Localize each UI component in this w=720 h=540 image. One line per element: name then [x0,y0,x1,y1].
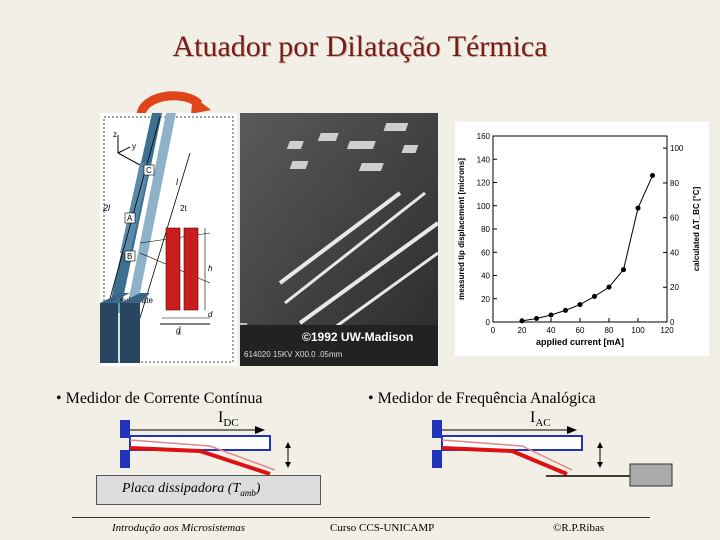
heat-sink-label: Placa dissipadora (Tamb) [122,481,260,498]
sem-beams [278,191,438,340]
heat-sink-box [96,475,321,505]
y-tick-label: 20 [481,295,490,304]
x-tick-label: 100 [631,326,645,335]
displacement-chart: 0 20 40 60 80 100 120 0 20 40 60 80 100 120 140 160 0 20 4… [455,122,709,356]
label-l: l [176,177,179,187]
x-tick-label: 20 [518,326,527,335]
y-tick-label: 100 [477,202,491,211]
idc-sub: DC [223,417,239,430]
anchor-bottom [120,450,130,468]
data-point [592,293,597,299]
x-tick-label: 40 [547,326,556,335]
iac-sub: AC [535,417,551,430]
label-iac: IAC [530,409,551,429]
heat-sink-sub: amb [240,487,256,498]
ac-schematic [432,420,673,487]
label-a: A [127,214,133,223]
label-2t: 2t [180,204,187,213]
y-tick-label: 0 [486,318,491,327]
y2-tick-label: 60 [670,214,679,223]
label-b: B [127,252,132,261]
footer-divider [72,517,650,518]
heat-sink-close: ) [255,481,261,496]
y2-tick-label: 80 [670,179,679,188]
footer-course: Introdução aos Microsistemas [112,522,246,534]
axes-icon [117,135,141,166]
data-point [534,316,539,322]
anchor-top [432,420,442,438]
actuator-diagram: z y x C 2l l A B 2t substrate h d g [100,113,237,366]
bullet-ac: • Medidor de Frequência Analógica [368,390,596,407]
y-tick-label: 60 [481,248,490,257]
y2-tick-label: 0 [670,318,675,327]
y-axis-label: measured tip displacement [microns] [457,158,466,300]
cross-section-left [165,227,181,311]
beam-cold [126,113,176,313]
hot-arm [441,446,568,476]
cross-section-right [183,227,199,311]
label-z: z [113,130,117,139]
meter-block [629,463,673,487]
slide-title: Atuador por Dilatação Térmica [172,30,548,63]
x-axis-label: applied current [mA] [536,337,624,347]
data-point [519,318,525,324]
sem-pads [286,123,419,171]
label-g: g [176,326,181,335]
data-point [606,284,612,290]
x-tick-label: 120 [660,326,674,335]
data-point [548,312,554,318]
y-tick-label: 80 [481,225,490,234]
label-2l: 2l [102,203,111,213]
x-tick-label: 60 [576,326,585,335]
label-idc: IDC [218,409,239,429]
y2-tick-label: 100 [670,144,684,153]
plot-frame [492,135,668,323]
bullet-dc: • Medidor de Corrente Contínua [56,390,263,407]
sem-micrograph: ©1992 UW-Madison 614020 15KV X00.0 .05mm [240,113,438,366]
dc-schematic [120,420,291,476]
y2-tick-label: 40 [670,248,679,257]
y-tick-label: 140 [477,155,491,164]
data-point [621,267,626,273]
series-line [521,175,653,322]
footer-author: ©R.P.Ribas [553,522,605,534]
y-tick-label: 120 [477,179,491,188]
label-y: y [132,142,136,151]
hot-arm [129,446,271,476]
anchor-top [120,420,130,438]
data-point [563,307,568,313]
data-point [577,302,583,308]
label-d: d [208,310,213,319]
anchor-bottom [432,450,442,468]
current-arrow-icon [567,426,577,434]
anchor-block-right [120,303,140,363]
current-arrow-icon [255,426,265,434]
iac-symbol: I [530,409,536,426]
curved-arrow-icon [136,91,211,116]
sem-copyright: ©1992 UW-Madison [302,330,413,344]
data-point [650,173,655,179]
y-tick-label: 40 [481,272,490,281]
data-point [635,205,641,211]
sem-info: 614020 15KV X00.0 .05mm [244,350,343,359]
x-tick-label: 80 [605,326,614,335]
label-h: h [208,264,213,273]
anchor-block-left [100,303,118,363]
idc-symbol: I [218,409,224,426]
y-tick-label: 160 [477,132,491,141]
footer-center: Curso CCS-UNICAMP [330,522,435,534]
heat-sink-text: Placa dissipadora (T [122,481,241,496]
y2-tick-label: 20 [670,283,679,292]
label-c: C [146,166,152,175]
x-tick-label: 0 [491,326,496,335]
y2-axis-label: calculated ΔT_BC [°C] [692,186,701,271]
